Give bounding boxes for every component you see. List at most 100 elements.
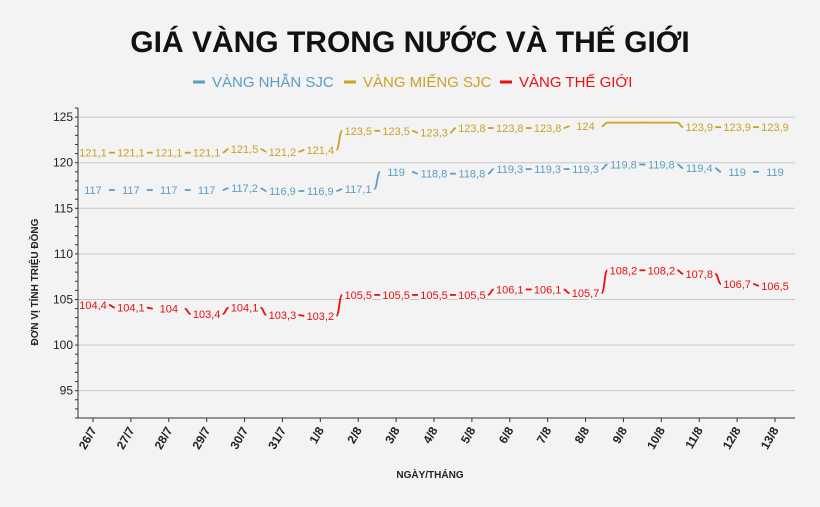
- data-label: 116,9: [307, 186, 334, 198]
- x-tick-label: 1/8: [306, 424, 327, 446]
- series-line-segment: [563, 125, 570, 129]
- x-tick-label: 31/7: [265, 424, 289, 452]
- data-label: 104: [160, 304, 178, 316]
- data-label: 119: [766, 167, 784, 179]
- x-tick-label: 5/8: [458, 424, 479, 446]
- y-tick-label: 110: [54, 247, 73, 261]
- legend-entry: VÀNG NHẪN SJC: [212, 74, 334, 91]
- data-label: 123,5: [382, 126, 410, 138]
- x-tick-label: 30/7: [227, 424, 251, 452]
- x-tick-label: 10/8: [644, 424, 668, 452]
- series-line-segment: [601, 163, 608, 170]
- y-tick-label: 100: [53, 338, 73, 352]
- gridlines: [78, 116, 795, 392]
- data-label: 119: [728, 167, 746, 179]
- data-label: 123,8: [534, 123, 562, 135]
- data-label: 119,3: [496, 164, 523, 176]
- data-label: 123,9: [723, 122, 751, 134]
- series-line-segment: [222, 148, 229, 154]
- x-tick-label: 13/8: [758, 424, 782, 452]
- legend-entry: VÀNG MIẾNG SJC: [363, 74, 492, 91]
- x-tick-label: 26/7: [76, 424, 100, 452]
- data-label: 117,2: [231, 183, 258, 195]
- data-label: 121,1: [155, 148, 183, 160]
- data-label: 119: [387, 167, 405, 179]
- y-tick-label: 120: [53, 156, 73, 170]
- data-label: 106,1: [496, 284, 524, 296]
- series-line-segment: [222, 187, 229, 191]
- series-line-segment: [260, 187, 267, 192]
- data-label: 119,8: [610, 160, 637, 172]
- data-label: 118,8: [421, 169, 448, 181]
- series-line-segment: [601, 121, 608, 128]
- data-label: 123,3: [420, 128, 448, 140]
- data-label: 121,4: [307, 145, 335, 157]
- data-label: 117: [122, 185, 140, 197]
- x-tick-label: 27/7: [114, 424, 138, 452]
- series-line-segment: [260, 148, 267, 153]
- x-tick-label: 28/7: [152, 424, 176, 452]
- x-tick-label: 2/8: [344, 424, 365, 446]
- data-label: 104,4: [79, 300, 107, 312]
- y-axis-label: ĐƠN VỊ TÍNH TRIỆU ĐỒNG: [28, 218, 41, 345]
- series-line-segment: [487, 168, 494, 175]
- data-label: 117: [198, 185, 216, 197]
- data-label: 103,3: [269, 310, 297, 322]
- data-label: 124: [576, 121, 594, 133]
- series-line-segment: [146, 306, 153, 310]
- data-label: 119,3: [572, 164, 599, 176]
- series-group: 117 117 117 117 117,2 116,9 116,9 117,1 119 118,8…: [78, 120, 791, 325]
- series-line-segment: [222, 306, 229, 315]
- series-line-segment: [335, 129, 344, 151]
- data-label: 108,2: [610, 265, 638, 277]
- data-label: 105,5: [420, 290, 448, 302]
- x-tick-label: 11/8: [682, 424, 706, 451]
- series-line-segment: [336, 188, 343, 192]
- data-label: 103,4: [193, 309, 221, 321]
- series-line-segment: [714, 273, 722, 285]
- data-label: 105,5: [382, 290, 410, 302]
- x-tick-label: 12/8: [720, 424, 744, 452]
- chart-title: GIÁ VÀNG TRONG NƯỚC VÀ THẾ GIỚI: [130, 25, 689, 59]
- data-label: 119,8: [648, 160, 675, 172]
- y-tick-label: 115: [54, 201, 73, 215]
- data-label: 121,1: [193, 148, 221, 160]
- series-1: 121,1 121,1 121,1 121,1 121,5 121,2 121,4 123,5…: [78, 120, 791, 161]
- data-label: 123,9: [685, 122, 713, 134]
- x-tick-label: 7/8: [534, 424, 555, 446]
- series-line-segment: [677, 121, 684, 129]
- series-line-segment: [600, 269, 609, 294]
- series-line-segment: [260, 306, 267, 316]
- data-label: 106,7: [723, 279, 751, 291]
- data-label: 117: [160, 185, 178, 197]
- data-label: 105,5: [458, 290, 486, 302]
- series-line-segment: [677, 163, 684, 170]
- data-label: 104,1: [117, 303, 145, 315]
- series-line-segment: [715, 167, 722, 173]
- data-label: 106,1: [534, 284, 562, 296]
- x-tick-label: 9/8: [610, 424, 631, 446]
- legend: VÀNG NHẪN SJC VÀNG MIẾNG SJC VÀNG THẾ GIỚI: [193, 74, 632, 91]
- x-tick-label: 29/7: [189, 424, 213, 452]
- data-label: 121,5: [231, 144, 259, 156]
- data-label: 121,2: [269, 147, 297, 159]
- y-tick-label: 95: [60, 384, 74, 398]
- x-tick-label: 4/8: [420, 424, 441, 446]
- data-label: 123,8: [496, 123, 524, 135]
- data-label: 116,9: [269, 186, 296, 198]
- data-label: 118,8: [459, 169, 486, 181]
- x-tick-label: 6/8: [496, 424, 517, 446]
- series-line-segment: [184, 307, 191, 315]
- data-label: 106,5: [761, 281, 789, 293]
- data-label: 121,1: [117, 148, 145, 160]
- data-label: 123,8: [458, 123, 486, 135]
- series-line-segment: [412, 170, 419, 175]
- series-line-segment: [298, 314, 305, 317]
- data-label: 104,1: [231, 303, 259, 315]
- data-label: 105,7: [572, 288, 600, 300]
- x-tick-label: 3/8: [382, 424, 403, 446]
- data-label: 121,1: [79, 148, 107, 160]
- x-tick-label: 8/8: [572, 424, 593, 446]
- x-axis-label: NGÀY/THÁNG: [396, 468, 463, 481]
